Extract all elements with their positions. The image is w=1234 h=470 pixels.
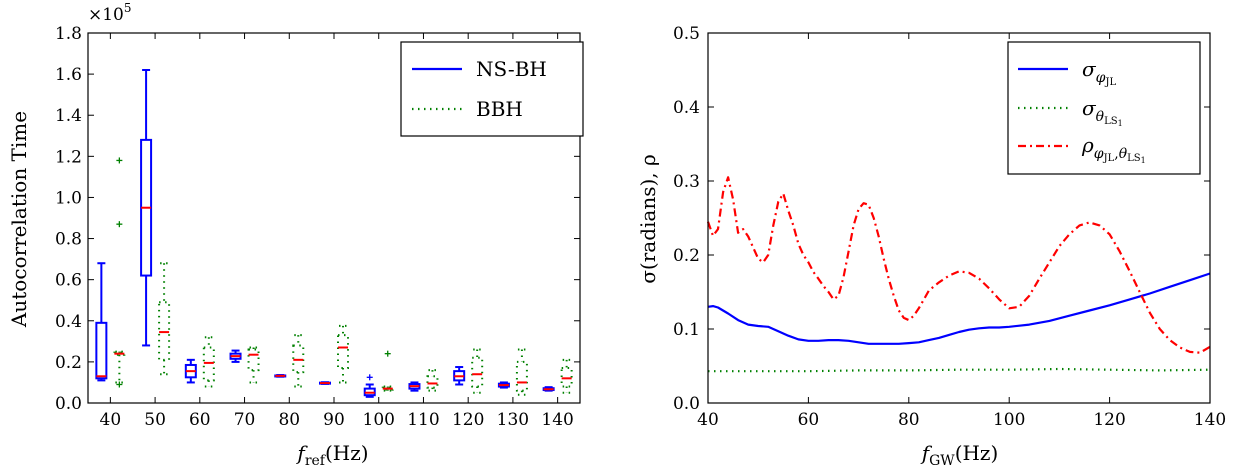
right-ytick-label: 0.4 <box>673 98 700 118</box>
legend-label-rho: ρφJL,θLS1 <box>1081 133 1146 165</box>
left-x-axis-label: fref(Hz) <box>295 441 368 469</box>
box-ns-bh-50 <box>140 69 153 347</box>
left-ytick-label: 1.8 <box>55 24 82 44</box>
left-xtick-label: 80 <box>278 410 300 430</box>
box-bbh-140 <box>560 358 573 394</box>
box-bbh-50 <box>158 262 171 376</box>
left-ytick-label: 0.0 <box>55 394 82 414</box>
right-ytick-label: 0.1 <box>673 320 700 340</box>
left-legend-box <box>400 41 584 137</box>
box-ns-bh-40 <box>95 262 108 382</box>
left-xtick-label: 100 <box>363 410 395 430</box>
box-bbh-130 <box>515 348 528 396</box>
right-lines <box>706 176 1211 373</box>
box-iqr <box>471 356 484 388</box>
box-iqr <box>95 321 108 380</box>
left-ytick-label: 0.4 <box>55 312 82 332</box>
right-x-axis-label: fGW(Hz) <box>920 441 999 469</box>
left-ytick-label: 1.2 <box>55 147 82 167</box>
box-ns-bh-140 <box>542 386 555 392</box>
box-bbh-60 <box>202 336 215 388</box>
legend-label-bbh: BBH <box>476 97 523 121</box>
series-line-0 <box>707 272 1211 345</box>
box-ns-bh-80 <box>274 374 287 378</box>
box-iqr <box>560 367 573 388</box>
left-xtick-label: 50 <box>144 410 166 430</box>
left-boxes <box>95 69 573 398</box>
left-xtick-label: 130 <box>497 410 529 430</box>
right-xtick-label: 100 <box>993 410 1025 430</box>
left-y-axis-label: Autocorrelation Time <box>7 111 31 328</box>
right-ytick-label: 0.5 <box>673 24 700 44</box>
left-xtick-label: 60 <box>189 410 211 430</box>
left-xtick-label: 140 <box>541 410 573 430</box>
right-legend-box <box>1007 41 1201 175</box>
box-ns-bh-100 <box>363 374 376 398</box>
box-bbh-70 <box>247 346 260 384</box>
box-bbh-90 <box>337 324 349 384</box>
left-ytick-label: 0.2 <box>55 353 82 373</box>
left-ytick-label: 1.0 <box>55 188 82 208</box>
right-ytick-label: 0.0 <box>673 394 700 414</box>
box-bbh-120 <box>471 348 484 394</box>
box-bbh-80 <box>292 334 305 388</box>
line-chart: 0.0 0.1 0.2 0.3 0.4 0.5 40 60 80 100 120 140 σ(radi… <box>636 24 1226 469</box>
boxplot-chart: 0.0 0.2 0.4 0.6 0.8 1.0 1.2 1.4 1.6 1.8 40 50 60 70 80… <box>7 1 584 469</box>
box-ns-bh-90 <box>319 381 331 385</box>
left-ytick-label: 0.8 <box>55 230 82 250</box>
box-iqr <box>426 375 439 389</box>
y-axis-multiplier: ×105 <box>88 1 132 25</box>
left-ytick-label: 1.6 <box>55 65 82 85</box>
left-ytick-label: 0.6 <box>55 271 82 291</box>
left-xtick-label: 90 <box>323 410 345 430</box>
right-ytick-label: 0.2 <box>673 246 700 266</box>
right-ytick-label: 0.3 <box>673 172 700 192</box>
right-xtick-label: 140 <box>1194 410 1226 430</box>
left-ytick-label: 1.4 <box>55 106 82 126</box>
legend-label-nsbh: NS-BH <box>476 57 547 81</box>
left-xtick-label: 120 <box>452 410 484 430</box>
box-ns-bh-120 <box>453 366 466 386</box>
left-xtick-label: 70 <box>234 410 256 430</box>
series-line-2 <box>706 176 1211 354</box>
right-axes-frame <box>707 32 1211 404</box>
left-xtick-label: 110 <box>407 410 439 430</box>
legend-label-sigma-phi: σφJL <box>1082 57 1116 88</box>
left-legend: NS-BH BBH <box>400 41 584 137</box>
box-ns-bh-110 <box>408 381 421 392</box>
box-ns-bh-70 <box>229 349 242 363</box>
right-xtick-label: 40 <box>697 410 719 430</box>
box-iqr <box>515 360 528 392</box>
box-ns-bh-130 <box>497 381 510 389</box>
right-xtick-label: 80 <box>898 410 920 430</box>
box-iqr <box>158 301 171 361</box>
left-xtick-label: 40 <box>100 410 122 430</box>
box-iqr <box>292 344 305 374</box>
right-legend: σφJL σθLS1 ρφJL,θLS1 <box>1007 41 1201 175</box>
right-xtick-label: 60 <box>798 410 820 430</box>
legend-label-sigma-theta: σθLS1 <box>1082 96 1123 128</box>
box-bbh-110 <box>426 369 439 392</box>
box-bbh-40 <box>113 157 126 388</box>
box-ns-bh-60 <box>184 358 197 384</box>
right-xtick-label: 120 <box>1093 410 1125 430</box>
box-bbh-100 <box>381 350 394 392</box>
right-y-axis-label: σ(radians), ρ <box>636 154 660 283</box>
